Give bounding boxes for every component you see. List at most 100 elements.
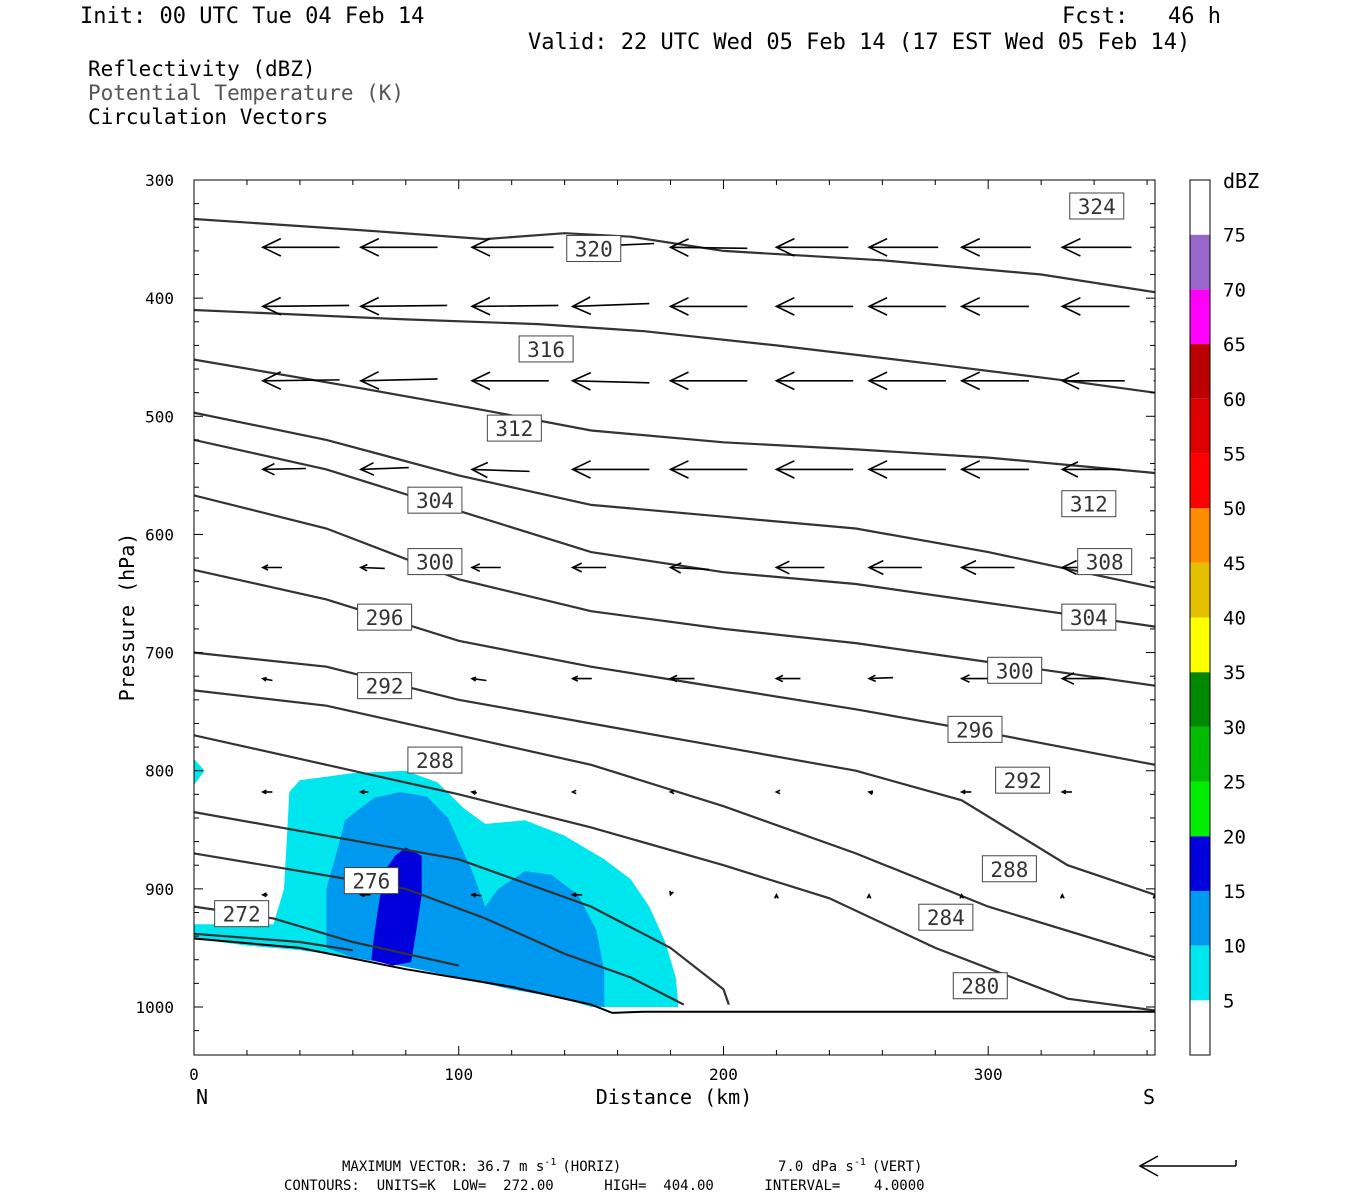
x-tick-label-300: 300: [974, 1065, 1003, 1084]
circulation-vector: [867, 460, 946, 479]
svg-text:312: 312: [495, 417, 533, 441]
circulation-vector: [470, 790, 477, 796]
contour-label-312: 312: [486, 414, 542, 442]
colorbar-label-30: 30: [1223, 717, 1246, 739]
theta-contour-324: [194, 217, 1155, 294]
circulation-vector: [260, 462, 307, 476]
contour-label-280: 280: [952, 972, 1008, 1000]
colorbar-segment-12: [1190, 344, 1210, 399]
contour-label-284: 284: [918, 903, 974, 931]
x-axis-title: Distance (km): [596, 1085, 753, 1109]
svg-text:272: 272: [223, 903, 261, 927]
colorbar-label-55: 55: [1223, 443, 1246, 465]
colorbar-label-10: 10: [1223, 936, 1246, 958]
circulation-vector: [260, 564, 283, 571]
north-label: N: [196, 1085, 208, 1109]
colorbar-segment-15: [1190, 180, 1210, 235]
max-vector-prefix: MAXIMUM VECTOR: 36.7 m s: [342, 1159, 544, 1175]
circulation-vector: [867, 237, 939, 257]
circulation-vector: [358, 296, 448, 316]
svg-text:292: 292: [1004, 769, 1042, 793]
svg-text:280: 280: [961, 975, 999, 999]
y-tick-label-800: 800: [145, 762, 174, 781]
colorbar-segment-14: [1190, 234, 1210, 290]
colorbar-label-75: 75: [1223, 225, 1246, 247]
circulation-vector: [470, 461, 530, 479]
colorbar-segment-6: [1190, 672, 1210, 727]
colorbar-segment-2: [1190, 890, 1210, 946]
theta-contour-272: [194, 932, 353, 952]
svg-text:320: 320: [575, 238, 613, 262]
contour-label-296: 296: [357, 603, 413, 631]
x-tick-label-100: 100: [444, 1065, 473, 1084]
circulation-vector: [668, 371, 748, 391]
colorbar-title: dBZ: [1223, 169, 1259, 193]
circulation-vector: [1059, 892, 1065, 899]
circulation-vector: [260, 237, 340, 257]
contour-label-288: 288: [407, 746, 463, 774]
circulation-vector: [1153, 791, 1155, 793]
circulation-vector: [470, 563, 501, 573]
circulation-vector: [470, 892, 482, 898]
init-time: Init: 00 UTC Tue 04 Feb 14: [80, 4, 425, 29]
south-label: S: [1143, 1085, 1155, 1109]
circulation-vector: [1060, 672, 1106, 685]
circulation-vector: [959, 559, 1015, 576]
circulation-vector: [774, 237, 849, 257]
colorbar-segment-5: [1190, 726, 1210, 782]
circulation-vector: [1153, 305, 1155, 308]
circulation-vector: [959, 237, 1031, 257]
contour-label-308: 308: [1077, 548, 1133, 576]
contour-label-272: 272: [214, 900, 270, 928]
circulation-vector: [959, 789, 972, 795]
circulation-vector: [470, 237, 554, 257]
field-vectors-label: Circulation Vectors: [88, 105, 329, 129]
max-vector-vert: (VERT): [872, 1159, 923, 1175]
max-vector-horiz: (HORIZ): [562, 1159, 621, 1175]
circulation-vector: [470, 676, 487, 682]
svg-text:300: 300: [416, 551, 454, 575]
svg-text:304: 304: [1070, 606, 1108, 630]
svg-text:304: 304: [416, 489, 454, 513]
circulation-vector: [470, 296, 559, 316]
svg-text:300: 300: [996, 659, 1034, 683]
colorbar-segment-10: [1190, 453, 1210, 509]
circulation-vector: [570, 371, 650, 391]
circulation-vector: [358, 789, 369, 795]
max-vector-vert-value: 7.0 dPa s: [778, 1159, 854, 1175]
circulation-vector: [570, 562, 607, 573]
svg-text:292: 292: [366, 675, 404, 699]
colorbar-label-60: 60: [1223, 389, 1246, 411]
colorbar-segment-9: [1190, 508, 1210, 563]
terrain-surface-line: [194, 937, 1155, 1014]
colorbar-label-50: 50: [1223, 498, 1246, 520]
svg-text:276: 276: [352, 870, 390, 894]
circulation-vector: [867, 674, 894, 683]
circulation-vector: [774, 789, 781, 795]
theta-contour-308: [194, 438, 1155, 628]
circulation-vector: [774, 560, 825, 575]
circulation-vector: [668, 674, 695, 683]
circulation-vector: [1060, 296, 1130, 316]
circulation-vector: [959, 892, 965, 899]
circulation-vector: [1060, 371, 1125, 390]
circulation-vector: [1060, 461, 1120, 478]
contour-label-324: 324: [1069, 192, 1125, 220]
colorbar-label-5: 5: [1223, 990, 1234, 1012]
circulation-vector: [1060, 237, 1132, 257]
svg-text:296: 296: [366, 606, 404, 630]
circulation-vector: [668, 296, 748, 316]
max-vector-text: MAXIMUM VECTOR: 36.7 m s-1 (HORIZ): [342, 1157, 621, 1175]
y-tick-label-900: 900: [145, 880, 174, 899]
y-tick-label-400: 400: [145, 289, 174, 308]
contour-label-304: 304: [1061, 603, 1117, 631]
colorbar-segment-11: [1190, 398, 1210, 454]
theta-contour-316: [194, 358, 1155, 475]
circulation-vector: [570, 460, 650, 479]
colorbar-segment-1: [1190, 945, 1210, 1001]
theta-contour-320: [194, 308, 1155, 394]
circulation-vector: [774, 296, 854, 316]
circulation-vector: [668, 460, 748, 479]
colorbar-frame: [1189, 179, 1211, 1056]
circulation-vector: [669, 890, 674, 897]
